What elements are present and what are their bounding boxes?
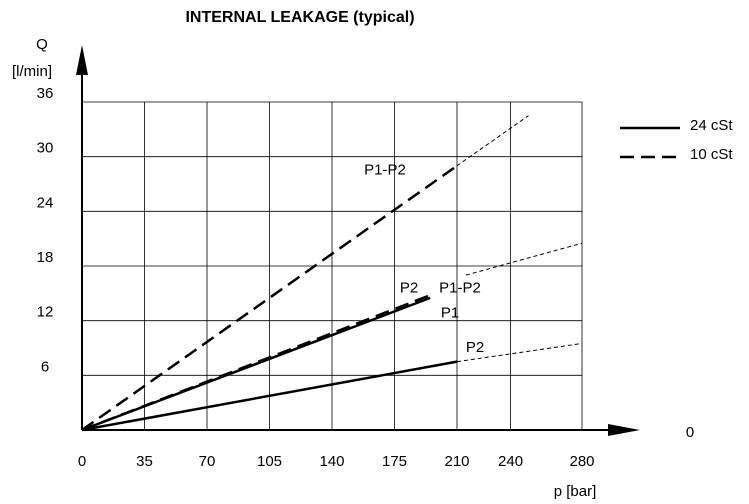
x-axis-label: p [bar]	[554, 483, 597, 500]
x-tick-label: 140	[319, 453, 344, 470]
series-line	[81, 164, 458, 432]
x-tick-label: 70	[199, 453, 216, 470]
y-tick-label: 24	[37, 194, 54, 211]
series-line	[456, 342, 583, 363]
chart-title: INTERNAL LEAKAGE (typical)	[185, 9, 414, 26]
series-line	[465, 242, 583, 276]
series-line	[81, 296, 431, 432]
x-tick-label: 0	[78, 453, 86, 470]
y-tick-label: 30	[37, 140, 54, 157]
y-axis-label: [l/min]	[12, 63, 52, 80]
annotation: P2	[400, 280, 418, 297]
x-tick-label: 210	[444, 453, 469, 470]
x-tick-label: 35	[136, 453, 153, 470]
x-tick-label: 240	[498, 453, 523, 470]
y-tick-label: 12	[37, 304, 54, 321]
y-tick-label: 18	[37, 249, 54, 266]
legend-label: 10 cSt	[690, 146, 733, 163]
series-line	[81, 360, 458, 432]
legend-label: 24 cSt	[690, 117, 733, 134]
y-axis-arrow	[76, 45, 88, 75]
annotation: P1-P2	[439, 280, 481, 297]
annotation: P1-P2	[364, 161, 406, 178]
x-tick-label: 175	[382, 453, 407, 470]
y-tick-label: 36	[37, 85, 54, 102]
series-line	[456, 115, 529, 167]
x-tick-label: 105	[257, 453, 282, 470]
annotation: P2	[466, 339, 484, 356]
y-tick-label: 6	[41, 358, 49, 375]
y-tick-label: 0	[686, 424, 694, 441]
x-axis-arrow	[608, 424, 640, 436]
y-axis-label: Q	[36, 36, 48, 53]
annotation: P1	[441, 304, 459, 321]
x-tick-label: 280	[569, 453, 594, 470]
